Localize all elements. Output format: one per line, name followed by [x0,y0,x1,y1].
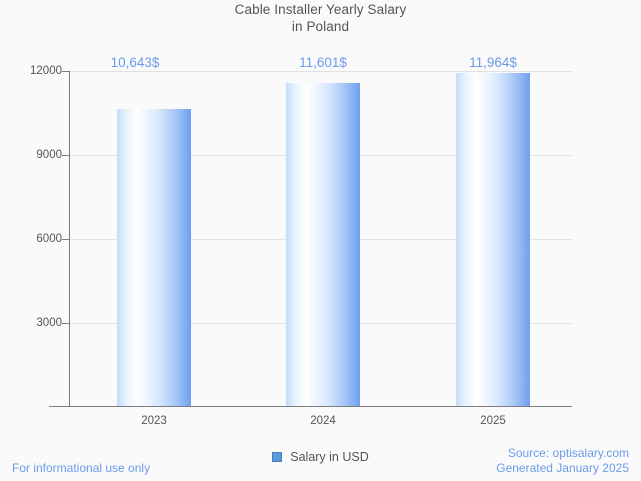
chart-title-line-2: in Poland [291,18,350,34]
disclaimer-text: For informational use only [12,461,151,475]
bar-value-label-2024: 11,601$ [299,55,347,70]
y-tick-6000: 6000 [0,233,62,245]
source-credit: Source: optisalary.com Generated January… [496,446,629,476]
y-tick-9000: 9000 [0,149,62,161]
y-tick-mark-3000 [62,323,69,324]
y-tick-label-3000: 3000 [36,317,62,329]
x-tick-label-2024: 2024 [310,415,336,427]
y-tick-3000: 3000 [0,317,62,329]
y-tick-mark-12000 [62,71,69,72]
source-text: Source: optisalary.com [507,446,629,460]
gridline-12000 [69,71,572,72]
y-tick-12000: 12000 [0,65,62,77]
y-tick-label-12000: 12000 [30,65,62,77]
bar-2024[interactable] [286,83,360,406]
bar-value-label-2025: 11,964$ [469,55,517,70]
legend-swatch-salary-in-usd [272,452,283,462]
x-axis-line [49,406,572,407]
generated-date-text: Generated January 2025 [496,461,629,475]
y-axis-line [69,71,70,407]
bar-value-label-2023: 10,643$ [110,55,160,70]
y-tick-label-6000: 6000 [36,233,62,245]
chart-title-line-1: Cable Installer Yearly Salary [234,2,407,17]
plot-area [69,71,572,406]
x-tick-label-2025: 2025 [480,415,506,427]
y-tick-mark-6000 [62,239,69,240]
bar-2023[interactable] [117,109,191,406]
x-tick-label-2023: 2023 [141,415,167,427]
y-tick-mark-9000 [62,155,69,156]
chart-legend[interactable]: Salary in USD [0,450,641,464]
y-tick-label-9000: 9000 [36,149,62,161]
chart-title: Cable Installer Yearly Salary in Poland [0,2,641,35]
legend-label-salary-in-usd: Salary in USD [290,450,369,464]
bar-2025[interactable] [456,73,530,406]
